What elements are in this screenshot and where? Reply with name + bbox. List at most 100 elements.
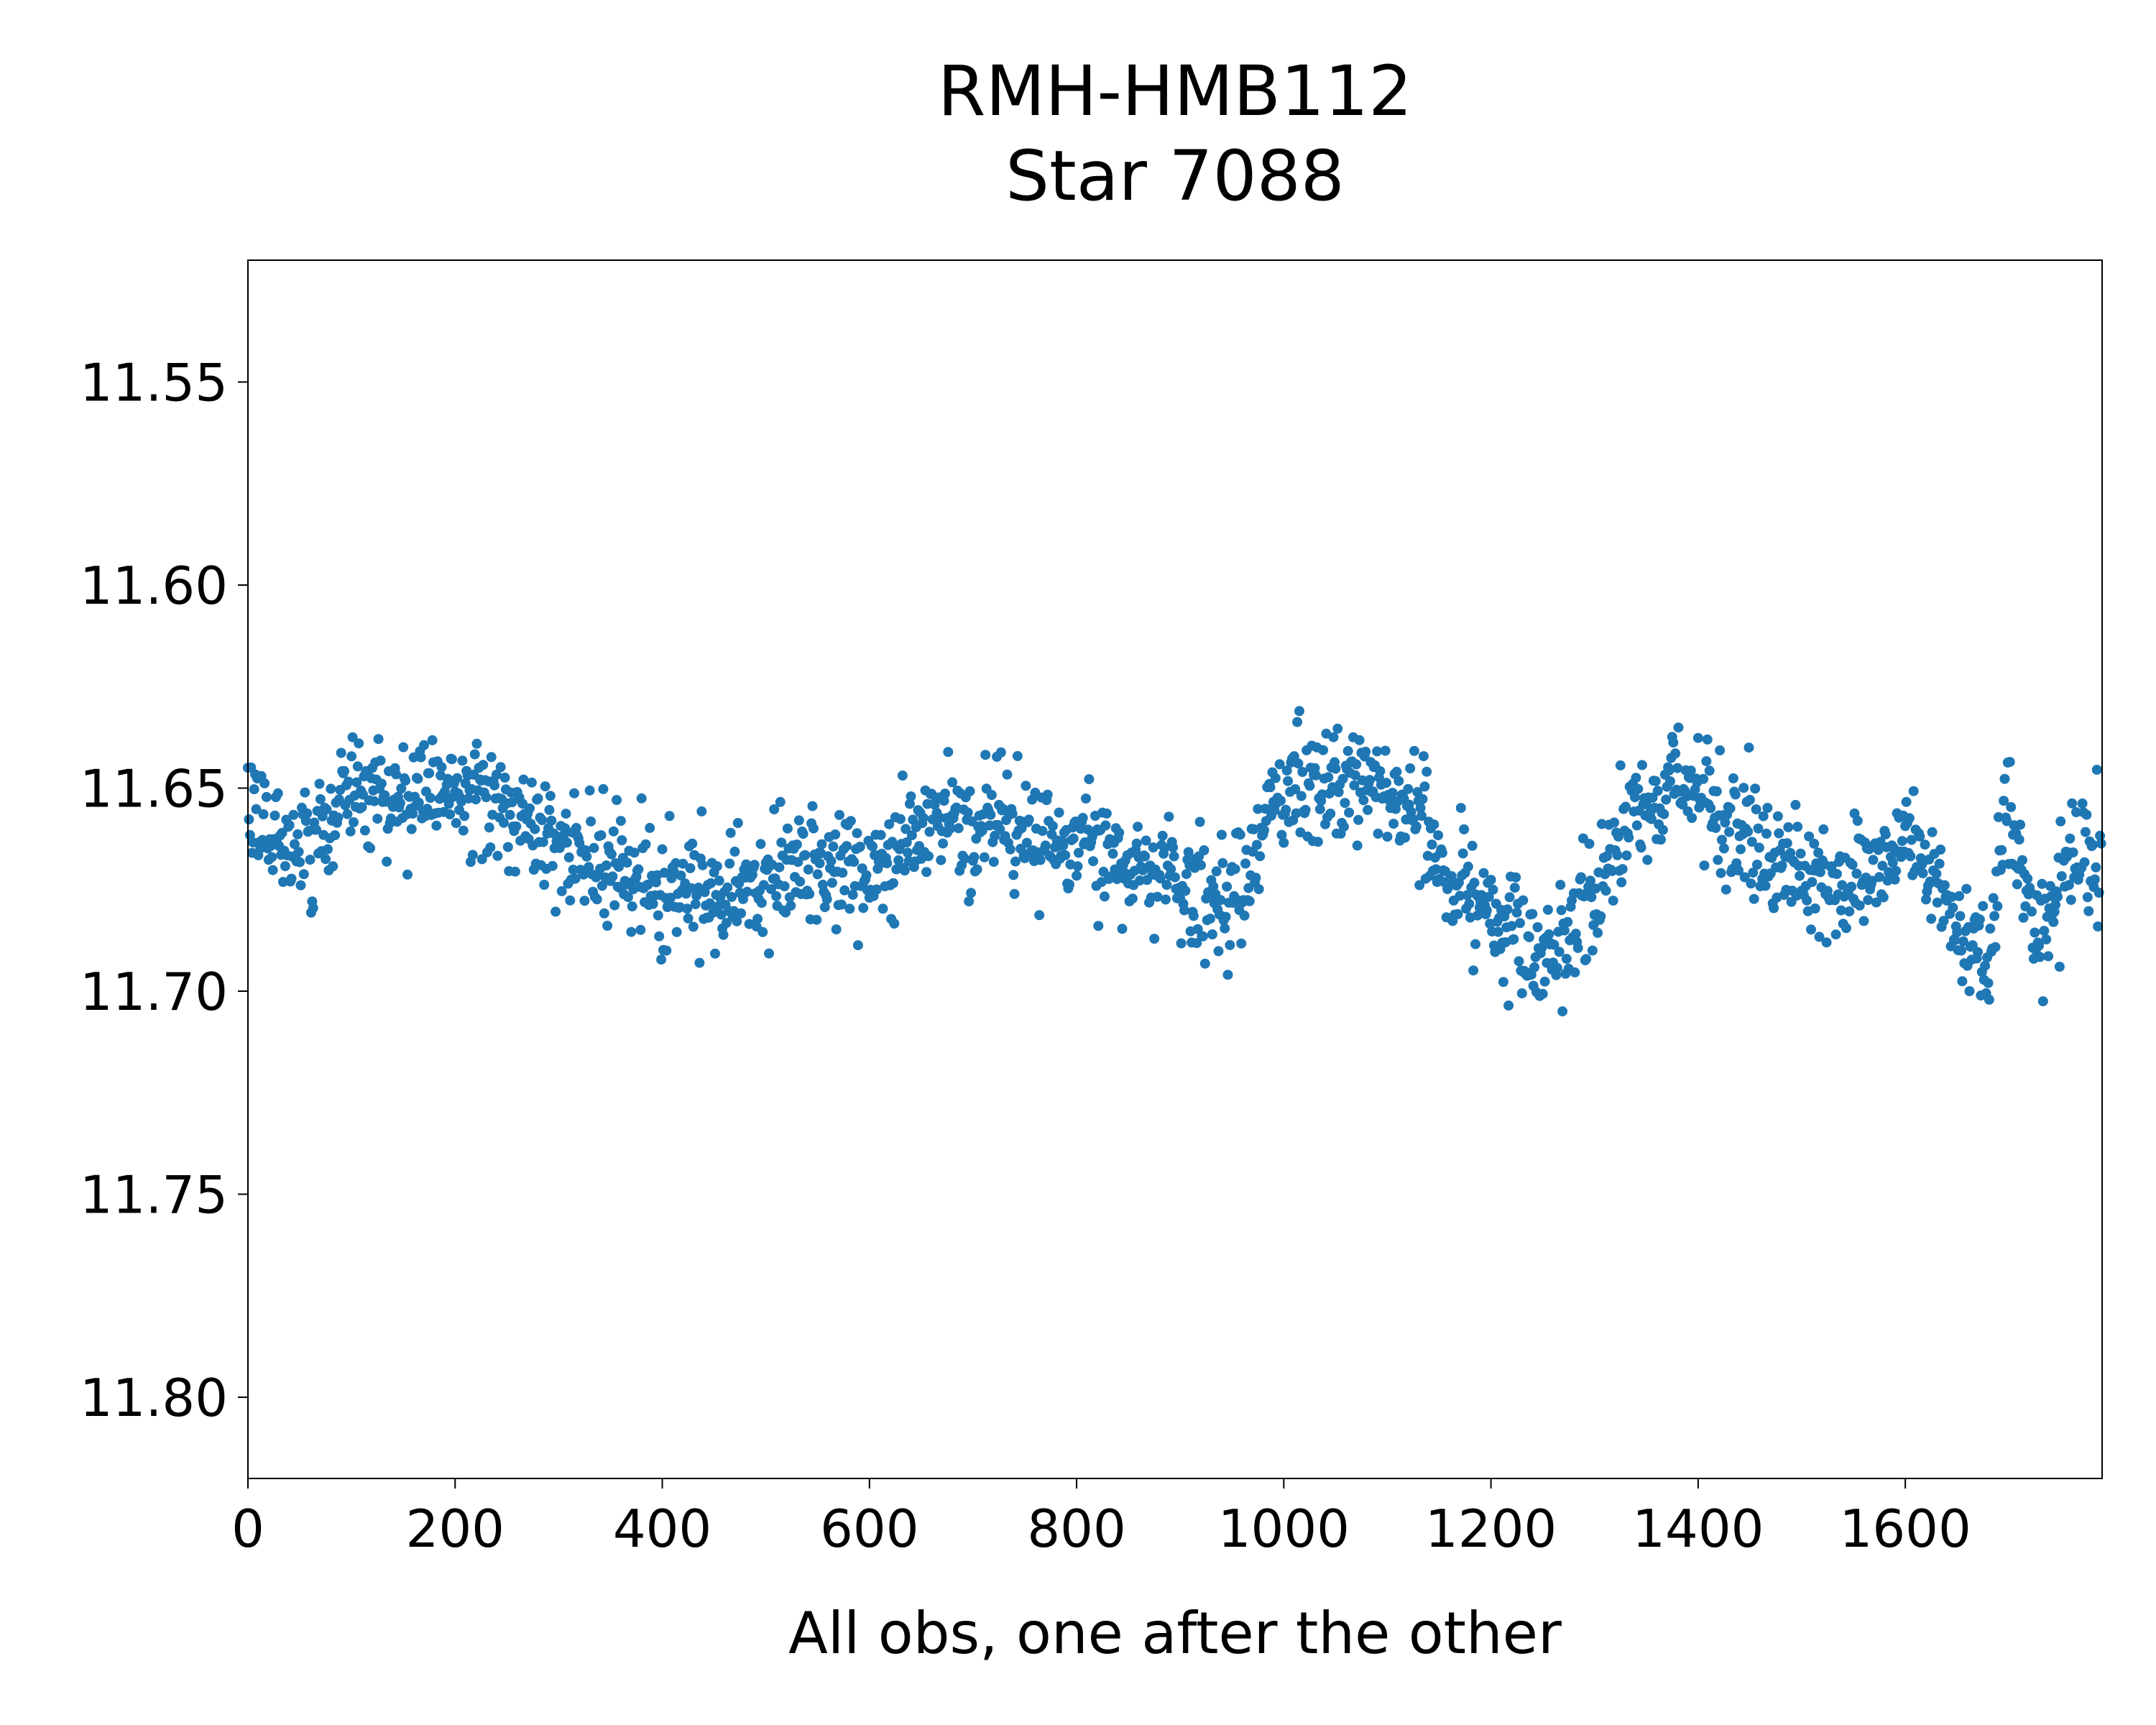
data-point — [413, 773, 423, 784]
data-point — [1140, 851, 1151, 862]
data-point — [1581, 954, 1592, 965]
data-point — [1954, 891, 1965, 901]
data-point — [782, 823, 793, 834]
data-point — [1183, 847, 1194, 857]
data-point — [1769, 903, 1779, 914]
data-point — [1938, 916, 1949, 926]
data-point — [1197, 931, 1208, 942]
data-point — [1283, 776, 1294, 786]
data-point — [1616, 877, 1627, 888]
data-point — [776, 837, 787, 848]
data-point — [484, 822, 494, 833]
data-point — [1947, 891, 1957, 902]
data-point — [1040, 840, 1051, 851]
data-point — [343, 776, 354, 787]
data-point — [1549, 939, 1560, 950]
data-point — [451, 818, 461, 829]
data-point — [936, 855, 946, 865]
data-point — [1871, 897, 1881, 908]
data-point — [1333, 787, 1344, 797]
data-point — [1837, 880, 1848, 891]
data-point — [688, 921, 699, 932]
data-point — [1481, 905, 1492, 916]
data-point — [1665, 776, 1675, 786]
data-point — [1915, 831, 1925, 842]
data-point — [300, 816, 311, 827]
data-point — [1974, 914, 1985, 925]
data-point — [2030, 927, 2040, 938]
data-point — [714, 875, 724, 886]
data-point — [924, 827, 935, 837]
data-point — [1983, 978, 1994, 988]
data-point — [962, 807, 973, 818]
data-point — [1844, 906, 1855, 916]
data-point — [1021, 781, 1031, 791]
data-point — [1457, 848, 1468, 859]
data-point — [1251, 840, 1262, 850]
data-point — [1846, 881, 1857, 892]
data-point — [1631, 773, 1641, 783]
data-point — [2054, 962, 2065, 972]
data-point — [1409, 745, 1419, 756]
data-point — [2063, 880, 2074, 891]
data-point — [1642, 855, 1653, 865]
data-point — [736, 908, 747, 919]
data-point — [831, 924, 842, 935]
data-point — [1657, 824, 1668, 835]
data-point — [1415, 803, 1426, 814]
data-point — [888, 878, 898, 888]
data-point — [742, 886, 752, 897]
data-point — [569, 788, 579, 799]
data-point — [852, 828, 862, 839]
data-point — [779, 881, 790, 891]
data-point — [579, 896, 590, 906]
data-point — [1702, 734, 1713, 745]
data-point — [877, 903, 888, 914]
data-point — [922, 799, 933, 809]
data-point — [1312, 837, 1323, 847]
data-point — [640, 839, 651, 850]
data-point — [1281, 804, 1291, 815]
data-point — [710, 948, 720, 959]
data-point — [1007, 809, 1018, 819]
data-point — [900, 824, 911, 834]
data-point — [1596, 819, 1607, 829]
data-point — [1935, 845, 1946, 855]
data-point — [1988, 893, 1999, 903]
data-point — [732, 818, 743, 828]
data-point — [258, 809, 269, 819]
data-point — [882, 858, 893, 869]
data-point — [1215, 895, 1226, 906]
data-point — [1411, 822, 1422, 832]
data-point — [408, 752, 419, 763]
data-point — [694, 957, 705, 968]
data-point — [606, 849, 617, 860]
data-point — [905, 799, 915, 809]
data-point — [402, 869, 413, 880]
data-point — [1170, 872, 1180, 883]
data-point — [376, 778, 387, 789]
data-point — [1054, 807, 1064, 818]
data-point — [565, 895, 576, 906]
data-point — [1101, 808, 1112, 819]
data-point — [1270, 773, 1281, 783]
data-point — [1159, 842, 1170, 853]
data-point — [664, 811, 675, 822]
data-point — [1382, 832, 1393, 842]
data-point — [617, 835, 627, 845]
data-point — [1576, 872, 1586, 883]
data-point — [1220, 911, 1231, 922]
data-point — [1790, 799, 1801, 810]
data-point — [1927, 827, 1938, 837]
data-point — [995, 747, 1006, 758]
data-point — [732, 916, 742, 926]
data-point — [1304, 781, 1315, 791]
data-point — [1290, 784, 1301, 794]
data-point — [2089, 874, 2100, 885]
data-point — [1795, 870, 1805, 881]
data-point — [711, 861, 722, 872]
data-point — [786, 901, 796, 911]
data-point — [696, 806, 707, 816]
data-point — [1557, 1006, 1568, 1017]
data-point — [1996, 845, 2007, 855]
